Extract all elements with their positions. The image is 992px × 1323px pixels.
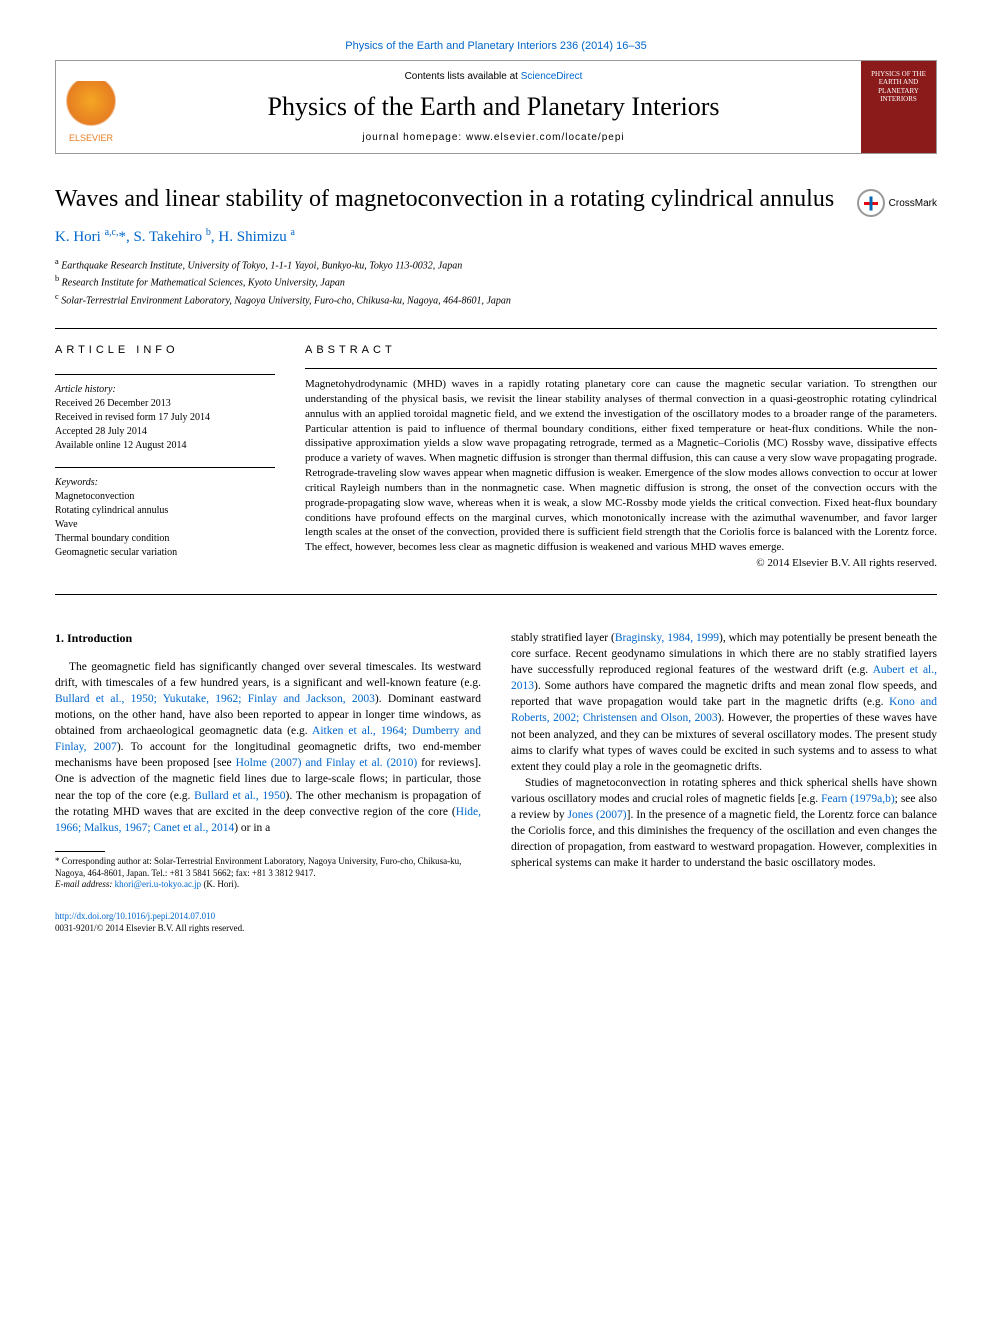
footnote-divider [55,851,105,852]
history-received: Received 26 December 2013 [55,397,275,411]
email-label: E-mail address: [55,879,115,889]
ref-braginsky-1984[interactable]: Braginsky, 1984, 1999 [615,632,719,644]
abstract-heading: ABSTRACT [305,344,937,356]
info-divider-2 [55,467,275,468]
ref-fearn-1979[interactable]: Fearn (1979a,b) [821,793,895,805]
elsevier-tree-icon [66,81,116,131]
author-3[interactable]: H. Shimizu [218,229,286,245]
publisher-name: ELSEVIER [69,133,113,143]
issn-copyright: 0031-9201/© 2014 Elsevier B.V. All right… [55,923,937,935]
author-email-link[interactable]: khori@eri.u-tokyo.ac.jp [115,879,202,889]
info-divider-1 [55,374,275,375]
section-1-heading: 1. Introduction [55,630,481,647]
abstract-text: Magnetohydrodynamic (MHD) waves in a rap… [305,377,937,555]
keyword-3: Thermal boundary condition [55,532,275,546]
keyword-2: Wave [55,518,275,532]
journal-header-center: Contents lists available at ScienceDirec… [126,61,861,153]
contents-available-line: Contents lists available at ScienceDirec… [146,71,841,82]
author-2[interactable]: S. Takehiro [133,229,202,245]
journal-homepage: journal homepage: www.elsevier.com/locat… [146,132,841,143]
keyword-1: Rotating cylindrical annulus [55,504,275,518]
email-footnote: E-mail address: khori@eri.u-tokyo.ac.jp … [55,879,481,891]
article-title: Waves and linear stability of magnetocon… [55,184,837,215]
ref-holme-2007[interactable]: Holme (2007) and Finlay et al. (2010) [236,757,418,769]
keyword-0: Magnetoconvection [55,490,275,504]
author-1[interactable]: K. Hori [55,229,101,245]
history-online: Available online 12 August 2014 [55,439,275,453]
abstract-column: ABSTRACT Magnetohydrodynamic (MHD) waves… [305,344,937,574]
article-info-heading: ARTICLE INFO [55,344,275,362]
affiliation-c: c Solar-Terrestrial Environment Laborato… [55,291,937,308]
page-footer: http://dx.doi.org/10.1016/j.pepi.2014.07… [55,911,937,934]
doi-link[interactable]: http://dx.doi.org/10.1016/j.pepi.2014.07… [55,911,937,923]
affiliation-a: a Earthquake Research Institute, Univers… [55,256,937,273]
divider-top [55,328,937,329]
affiliations: a Earthquake Research Institute, Univers… [55,256,937,308]
crossmark-icon [857,189,885,217]
body-column-right: stably stratified layer (Braginsky, 1984… [511,630,937,891]
intro-paragraph-1: The geomagnetic field has significantly … [55,659,481,836]
keyword-4: Geomagnetic secular variation [55,546,275,560]
abstract-copyright: © 2014 Elsevier B.V. All rights reserved… [305,557,937,569]
corresponding-author-footnote: * Corresponding author at: Solar-Terrest… [55,856,481,879]
intro-paragraph-2: Studies of magnetoconvection in rotating… [511,775,937,872]
intro-paragraph-1-cont: stably stratified layer (Braginsky, 1984… [511,630,937,775]
abstract-divider [305,368,937,369]
ref-jones-2007[interactable]: Jones (2007) [568,809,627,821]
ref-bullard-1950b[interactable]: Bullard et al., 1950 [194,790,285,802]
journal-cover-thumbnail: PHYSICS OF THE EARTH AND PLANETARY INTER… [861,61,936,153]
crossmark-label: CrossMark [889,198,937,209]
history-accepted: Accepted 28 July 2014 [55,425,275,439]
contents-prefix: Contents lists available at [405,71,521,82]
ref-bullard-1950[interactable]: Bullard et al., 1950; Yukutake, 1962; Fi… [55,693,375,705]
cover-title-text: PHYSICS OF THE EARTH AND PLANETARY INTER… [866,70,931,104]
homepage-url[interactable]: www.elsevier.com/locate/pepi [466,132,625,143]
divider-mid [55,594,937,595]
homepage-prefix: journal homepage: [362,132,466,143]
history-revised: Received in revised form 17 July 2014 [55,411,275,425]
crossmark-badge[interactable]: CrossMark [857,189,937,217]
journal-title: Physics of the Earth and Planetary Inter… [146,92,841,122]
publisher-logo: ELSEVIER [56,61,126,153]
history-label: Article history: [55,383,275,397]
article-info-column: ARTICLE INFO Article history: Received 2… [55,344,275,574]
keywords-label: Keywords: [55,476,275,490]
journal-citation: Physics of the Earth and Planetary Inter… [55,40,937,52]
body-column-left: 1. Introduction The geomagnetic field ha… [55,630,481,891]
journal-header-box: ELSEVIER Contents lists available at Sci… [55,60,937,154]
authors-line: K. Hori a,c,*, S. Takehiro b, H. Shimizu… [55,227,937,246]
email-suffix: (K. Hori). [201,879,239,889]
affiliation-b: b Research Institute for Mathematical Sc… [55,273,937,290]
sciencedirect-link[interactable]: ScienceDirect [521,71,583,82]
